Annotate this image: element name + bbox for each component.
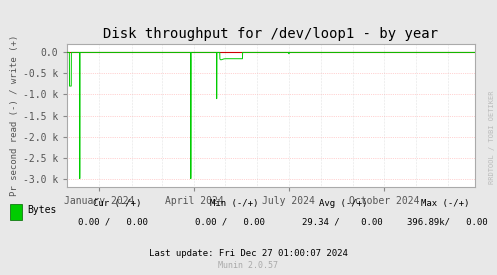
Text: 29.34 /    0.00: 29.34 / 0.00 xyxy=(302,217,383,226)
Text: Min (-/+): Min (-/+) xyxy=(210,199,258,208)
Text: Munin 2.0.57: Munin 2.0.57 xyxy=(219,261,278,270)
Bar xyxy=(10,204,22,220)
Text: 396.89k/   0.00: 396.89k/ 0.00 xyxy=(407,217,488,226)
Text: Bytes: Bytes xyxy=(27,205,56,215)
Text: Last update: Fri Dec 27 01:00:07 2024: Last update: Fri Dec 27 01:00:07 2024 xyxy=(149,249,348,258)
Text: Cur (-/+): Cur (-/+) xyxy=(92,199,141,208)
Y-axis label: Pr second read (-) / write (+): Pr second read (-) / write (+) xyxy=(9,35,19,196)
Text: 0.00 /   0.00: 0.00 / 0.00 xyxy=(195,217,265,226)
Text: Avg (-/+): Avg (-/+) xyxy=(319,199,367,208)
Title: Disk throughput for /dev/loop1 - by year: Disk throughput for /dev/loop1 - by year xyxy=(103,28,438,42)
Text: Max (-/+): Max (-/+) xyxy=(421,199,470,208)
Text: RRDTOOL / TOBI OETIKER: RRDTOOL / TOBI OETIKER xyxy=(489,91,495,184)
Text: 0.00 /   0.00: 0.00 / 0.00 xyxy=(78,217,148,226)
